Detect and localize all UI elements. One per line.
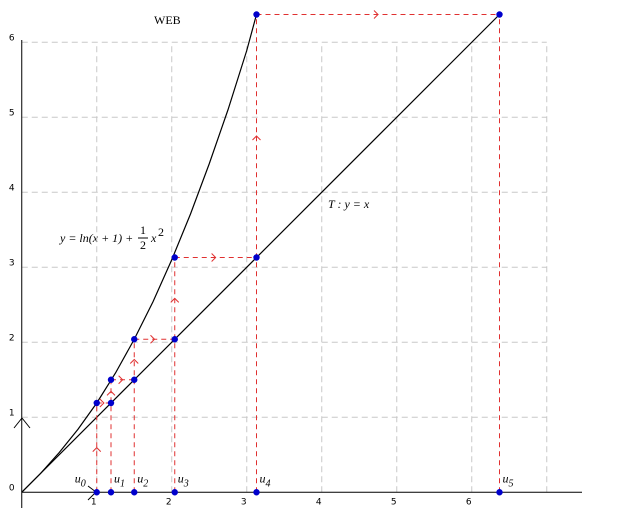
sequence-label-subscript: 3 [183, 478, 189, 489]
sequence-point [131, 336, 138, 343]
sequence-label: u5 [503, 471, 514, 489]
web-arrow-up [129, 358, 139, 364]
sequence-point [496, 489, 503, 496]
sequence-point [107, 489, 115, 496]
sequence-label-subscript: 5 [509, 478, 514, 489]
sequence-point [253, 11, 260, 18]
sequence-point [93, 489, 100, 496]
sequence-point [171, 489, 178, 496]
x-tick-label: 2 [166, 497, 172, 507]
web-arrow-right [118, 375, 124, 385]
chart-title: WEB [154, 13, 181, 27]
curve-label-variable: x [150, 231, 157, 245]
sequence-point [107, 376, 115, 383]
sequence-point [131, 376, 138, 383]
identity-line [21, 14, 500, 493]
y-tick-label: 4 [9, 183, 15, 193]
x-tick-label: 1 [91, 497, 97, 507]
x-tick-label: 5 [391, 497, 397, 507]
y-tick-label: 3 [9, 258, 15, 268]
sequence-label: u1 [114, 471, 125, 489]
sequence-point [171, 254, 178, 261]
sequence-point [107, 399, 115, 407]
sequence-label: u3 [178, 471, 189, 489]
function-curve [21, 14, 258, 493]
sequence-label-name: u [137, 471, 143, 485]
sequence-label-name: u [114, 471, 120, 485]
sequence-label-subscript: 4 [266, 478, 271, 489]
curve-label: y = ln(x + 1) + [59, 231, 133, 245]
x-tick-label: 6 [466, 497, 472, 507]
sequence-label-subscript: 0 [81, 478, 86, 489]
web-arrow-up [106, 390, 116, 396]
sequence-point [171, 336, 178, 343]
web-arrow-up [252, 135, 261, 141]
sequence-label: u2 [137, 471, 148, 489]
sequence-label-subscript: 2 [143, 478, 148, 489]
y-tick-label: 2 [9, 333, 15, 343]
curve-label-denominator: 2 [140, 238, 146, 252]
sequence-label-name: u [75, 471, 81, 485]
sequence-point [253, 254, 260, 261]
sequence-point [93, 399, 100, 407]
sequence-point [253, 489, 260, 496]
line-label: T : y = x [328, 197, 370, 211]
curve-label-exponent: 2 [158, 225, 164, 239]
y-tick-label: 5 [9, 108, 15, 118]
web-arrow-up [170, 297, 180, 303]
web-arrow-right [373, 10, 379, 19]
sequence-label-subscript: 1 [120, 478, 125, 489]
web-arrow-right [211, 253, 217, 262]
web-arrow-up [92, 446, 102, 452]
web-arrow-right [150, 334, 156, 344]
y-tick-label: 1 [9, 408, 15, 418]
curve-label-numerator: 1 [140, 223, 146, 237]
web-arrow-right [99, 398, 105, 408]
sequence-label-name: u [178, 471, 184, 485]
sequence-point [496, 11, 503, 18]
sequence-label-name: u [260, 471, 266, 485]
sequence-label: u4 [260, 471, 271, 489]
x-tick-label: 3 [241, 497, 247, 507]
sequence-point [131, 489, 138, 496]
sequence-label: u0 [75, 471, 86, 489]
y-tick-label: 0 [9, 483, 15, 493]
x-tick-label: 4 [316, 497, 322, 507]
sequence-label-name: u [503, 471, 509, 485]
y-tick-label: 6 [9, 33, 15, 43]
